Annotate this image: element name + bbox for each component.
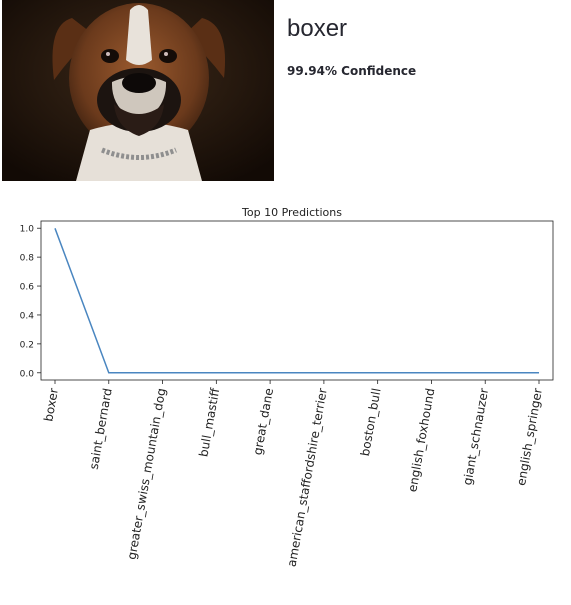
predictions-chart: Top 10 Predictions 0.0 0.2 0.4 0.6 0.8 1.0 bo… bbox=[0, 200, 571, 605]
predicted-label: boxer bbox=[287, 15, 348, 42]
x-tick-label: boston_bull bbox=[358, 387, 384, 457]
x-axis: boxer saint_bernard greater_swiss_mountain… bbox=[41, 380, 545, 568]
x-tick-label: english_foxhound bbox=[405, 387, 437, 493]
x-tick-label: american_staffordshire_terrier bbox=[285, 387, 330, 568]
y-tick-label: 0.2 bbox=[20, 340, 34, 350]
confidence-text: 99.94% Confidence bbox=[287, 64, 417, 78]
x-tick-label: english_springer bbox=[514, 387, 545, 487]
y-tick-label: 0.8 bbox=[20, 254, 35, 264]
prediction-image bbox=[2, 0, 274, 181]
chart-title: Top 10 Predictions bbox=[241, 206, 342, 219]
series-line bbox=[54, 228, 539, 374]
plot-border bbox=[40, 220, 554, 381]
x-tick-label: great_dane bbox=[251, 387, 277, 456]
boxer-dog-photo bbox=[2, 0, 274, 181]
plot-frame bbox=[40, 220, 554, 381]
chart-svg: Top 10 Predictions 0.0 0.2 0.4 0.6 0.8 1.0 bo… bbox=[20, 206, 554, 568]
y-tick-label: 0.0 bbox=[20, 369, 35, 379]
series-layer bbox=[54, 228, 540, 374]
x-tick-label: greater_swiss_mountain_dog bbox=[125, 387, 169, 561]
y-tick-label: 0.6 bbox=[20, 283, 35, 293]
y-axis: 0.0 0.2 0.4 0.6 0.8 1.0 bbox=[20, 225, 41, 379]
y-tick-label: 1.0 bbox=[20, 225, 35, 235]
x-tick-label: bull_mastiff bbox=[196, 386, 222, 458]
x-tick-label: giant_schnauzer bbox=[460, 387, 491, 486]
y-tick-label: 0.4 bbox=[20, 311, 35, 321]
x-tick-label: saint_bernard bbox=[87, 387, 115, 470]
x-tick-label: boxer bbox=[41, 387, 61, 423]
